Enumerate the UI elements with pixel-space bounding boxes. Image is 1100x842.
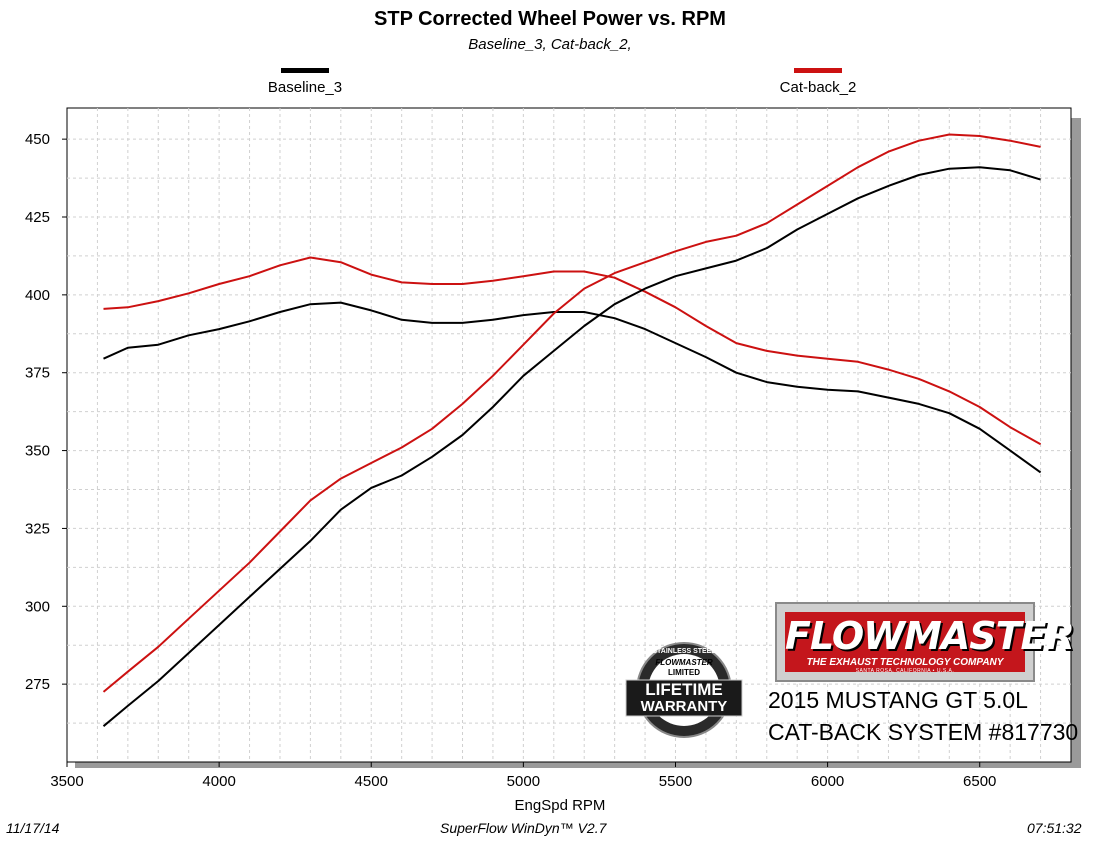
legend-item-baseline: Baseline_3 (225, 68, 385, 96)
y-tick-label: 325 (25, 520, 50, 537)
series-line-catback-a (103, 256, 1042, 446)
y-tick-label: 400 (25, 287, 50, 304)
y-tick-label: 450 (25, 131, 50, 148)
badge-line2: WARRANTY (640, 698, 728, 715)
y-tick-label: 275 (25, 676, 50, 693)
series-line-baseline-b (102, 166, 1041, 727)
series-layer (102, 133, 1042, 727)
legend-swatch-catback (794, 68, 842, 73)
vehicle-caption: 2015 MUSTANG GT 5.0L (768, 687, 1028, 713)
footer-software: SuperFlow WinDyn™ V2.7 (440, 820, 607, 836)
x-tick-label: 6000 (811, 773, 844, 790)
x-tick-label: 5500 (659, 773, 692, 790)
x-tick-label: 6500 (963, 773, 996, 790)
x-tick-label: 4500 (355, 773, 388, 790)
y-tick-label: 350 (25, 443, 50, 460)
warranty-badge-graphic (625, 642, 743, 738)
footer-time: 07:51:32 (1027, 820, 1082, 836)
flowmaster-location: SANTA ROSA, CALIFORNIA • U.S.A. (855, 668, 955, 674)
flowmaster-logo: FLOWMASTER THE EXHAUST TECHNOLOGY COMPAN… (775, 602, 1075, 682)
legend-swatch-baseline (281, 68, 329, 73)
system-caption: CAT-BACK SYSTEM #817730 (768, 719, 1079, 745)
chart-subtitle: Baseline_3, Cat-back_2, (468, 36, 632, 53)
axes: 3500 4000 4500 5000 5500 6000 6500 275 300 325 350… (25, 131, 996, 790)
badge-brand-text: FLOWMASTER (655, 658, 713, 667)
chart-title: STP Corrected Wheel Power vs. RPM (374, 8, 726, 30)
badge-limited-text: LIMITED (668, 668, 700, 677)
flowmaster-brand: FLOWMASTER (785, 614, 1075, 658)
y-tick-label: 425 (25, 209, 50, 226)
legend-label-baseline: Baseline_3 (267, 79, 343, 96)
series-line-baseline-a (103, 301, 1042, 474)
y-tick-label: 375 (25, 365, 50, 382)
flowmaster-logo-panel: FLOWMASTER THE EXHAUST TECHNOLOGY COMPAN… (785, 612, 1075, 674)
x-axis-label: EngSpd RPM (515, 797, 606, 814)
x-tick-label: 3500 (50, 773, 83, 790)
y-tick-label: 300 (25, 598, 50, 615)
badge-line1: LIFETIME (645, 680, 723, 699)
warranty-badge: STAINLESS STEEL FLOWMASTER LIMITED LIFET… (624, 640, 744, 740)
footer-date: 11/17/14 (6, 820, 60, 836)
legend-label-catback: Cat-back_2 (779, 79, 857, 96)
x-tick-label: 4000 (202, 773, 235, 790)
series-line-catback-b (102, 133, 1041, 693)
grid (67, 108, 1071, 762)
legend-item-catback: Cat-back_2 (738, 68, 898, 96)
badge-top-text: STAINLESS STEEL (652, 648, 716, 655)
x-tick-label: 5000 (507, 773, 540, 790)
flowmaster-tagline: THE EXHAUST TECHNOLOGY COMPANY (806, 657, 1004, 668)
